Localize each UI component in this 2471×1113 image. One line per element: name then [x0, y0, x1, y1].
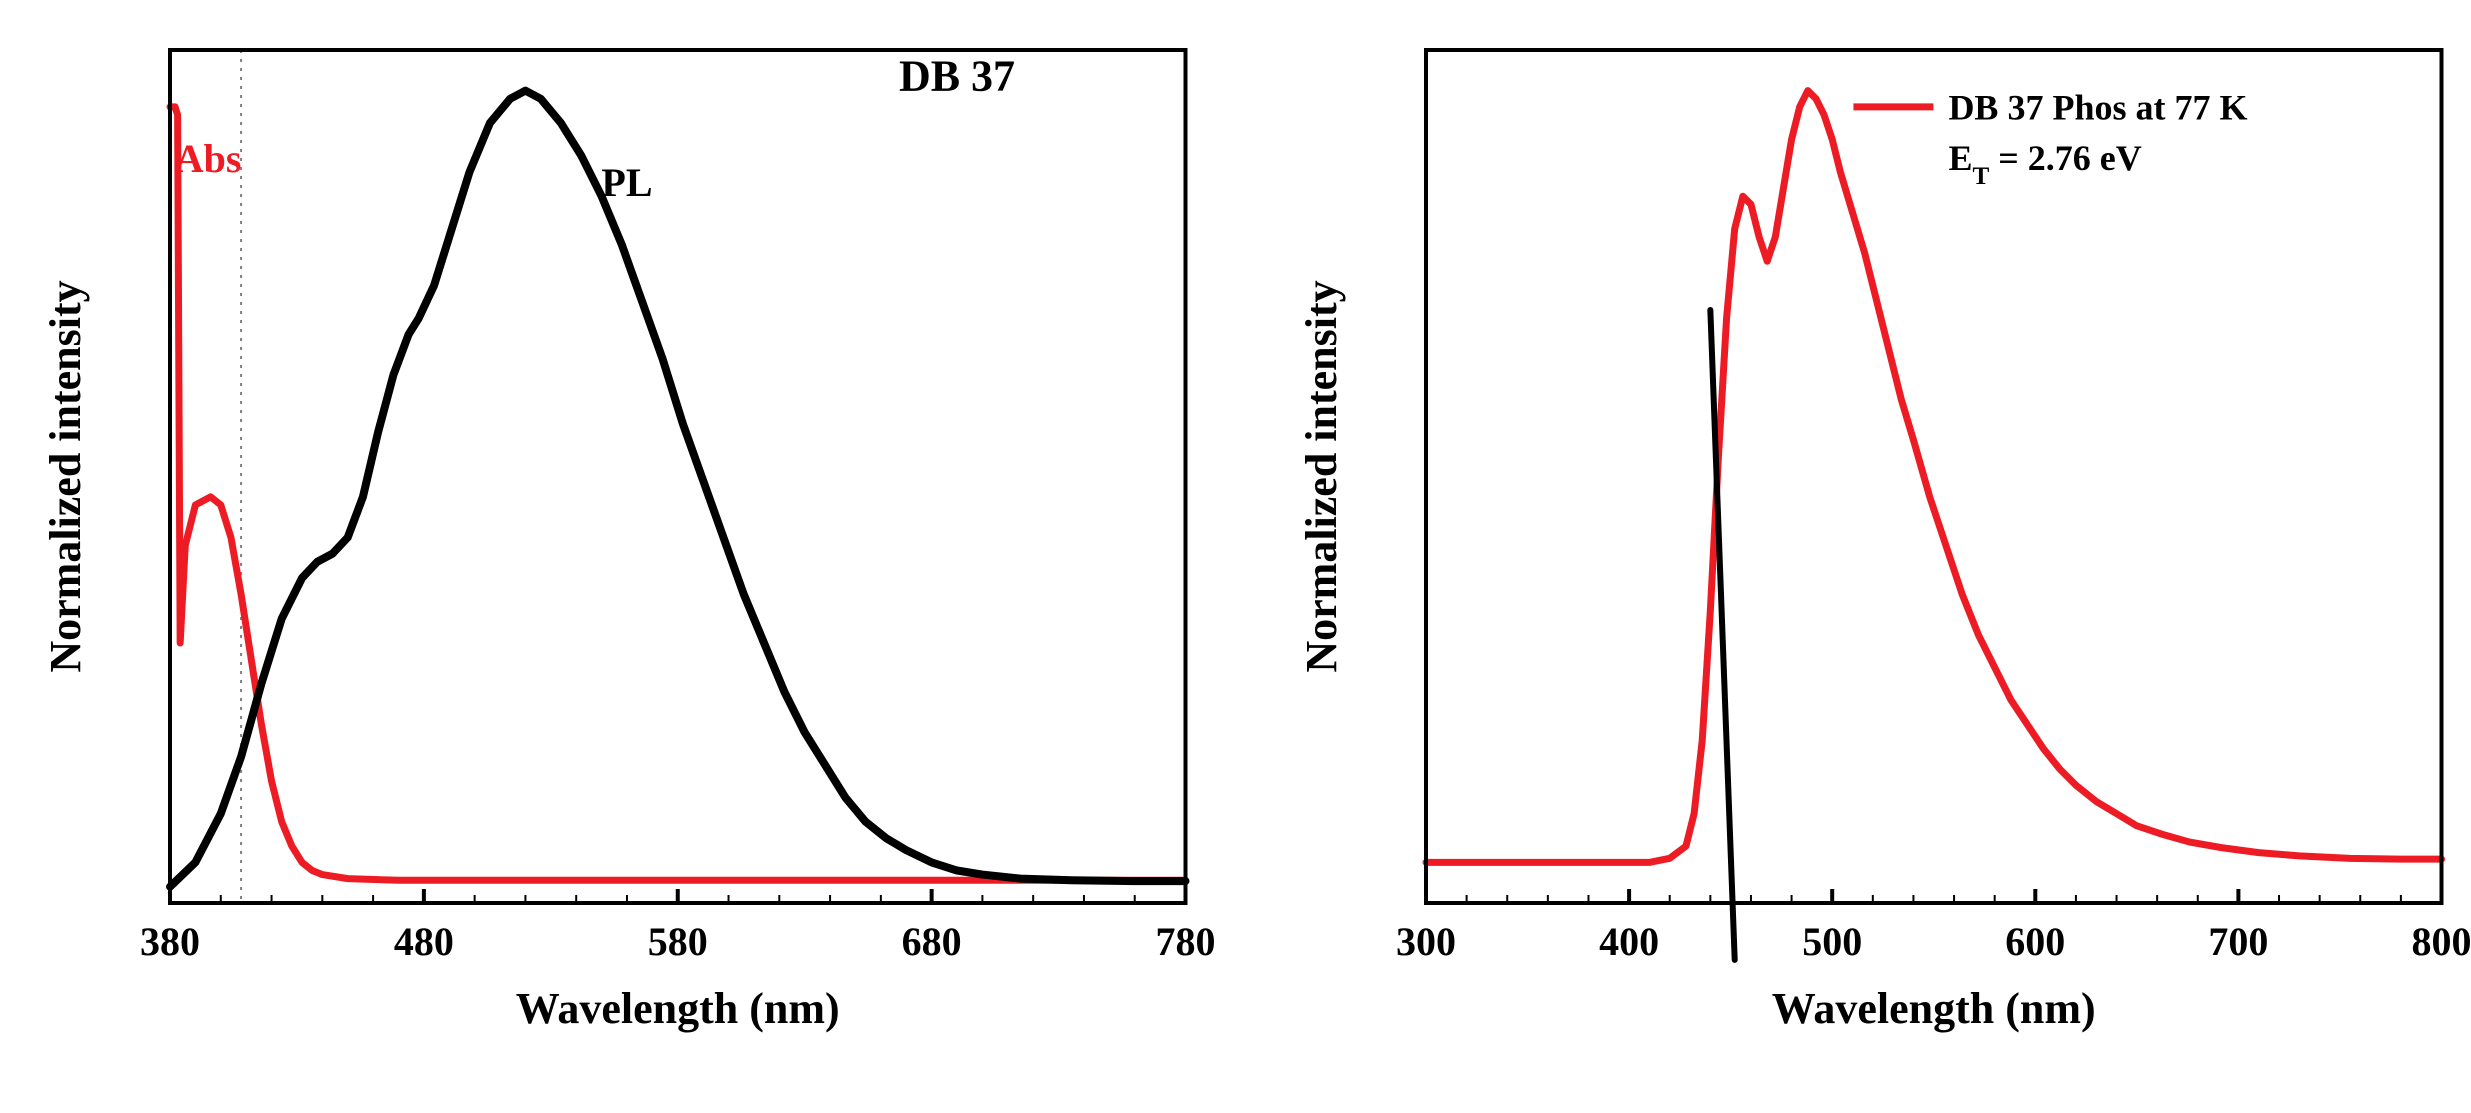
figure-container: 380 480 580 680 780 Wavelength (nm) Normalized…	[20, 20, 2471, 1093]
svg-text:Wavelength (nm): Wavelength (nm)	[1771, 984, 2095, 1033]
svg-text:Normalized intensity: Normalized intensity	[1297, 280, 1346, 672]
svg-text:Normalized intensity: Normalized intensity	[41, 280, 90, 672]
svg-text:380: 380	[140, 919, 200, 964]
svg-text:400: 400	[1599, 919, 1659, 964]
left-chart-svg: 380 480 580 680 780 Wavelength (nm) Normalized…	[20, 20, 1216, 1053]
svg-text:PL: PL	[601, 160, 652, 205]
svg-text:480: 480	[394, 919, 454, 964]
right-panel: 300 400 500 600 700 800 Wavelength (nm) Normali…	[1276, 20, 2471, 1093]
svg-text:Abs: Abs	[175, 136, 242, 181]
svg-text:300: 300	[1396, 919, 1456, 964]
svg-text:580: 580	[648, 919, 708, 964]
right-chart-svg: 300 400 500 600 700 800 Wavelength (nm) Normali…	[1276, 20, 2471, 1053]
svg-text:DB 37: DB 37	[899, 52, 1015, 101]
svg-text:700: 700	[2208, 919, 2268, 964]
svg-text:DB 37 Phos at 77 K: DB 37 Phos at 77 K	[1948, 87, 2247, 127]
svg-text:680: 680	[902, 919, 962, 964]
svg-text:600: 600	[2005, 919, 2065, 964]
svg-text:Wavelength (nm): Wavelength (nm)	[516, 984, 840, 1033]
svg-text:800: 800	[2411, 919, 2471, 964]
svg-text:780: 780	[1156, 919, 1216, 964]
left-panel: 380 480 580 680 780 Wavelength (nm) Normalized…	[20, 20, 1236, 1093]
svg-text:500: 500	[1802, 919, 1862, 964]
